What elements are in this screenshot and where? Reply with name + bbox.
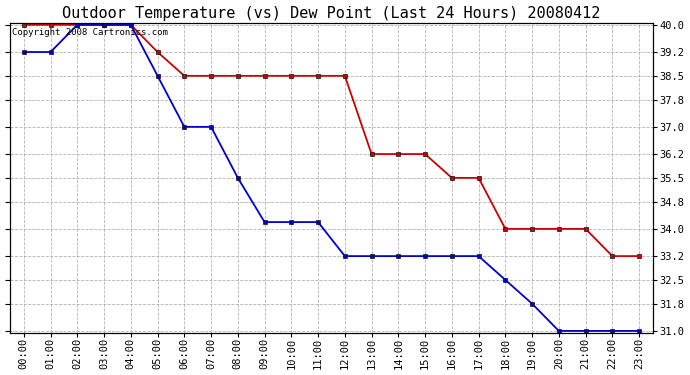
Text: Copyright 2008 Cartronics.com: Copyright 2008 Cartronics.com [12, 28, 168, 37]
Title: Outdoor Temperature (vs) Dew Point (Last 24 Hours) 20080412: Outdoor Temperature (vs) Dew Point (Last… [62, 6, 601, 21]
